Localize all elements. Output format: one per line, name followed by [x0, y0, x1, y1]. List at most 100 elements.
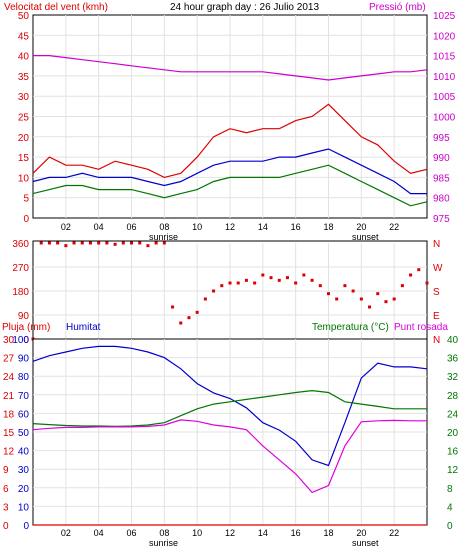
humidity-tick-label: 20	[18, 484, 30, 495]
direction-point	[351, 289, 355, 293]
rain-tick-label: 27	[3, 354, 15, 365]
rain-tick-label: 3	[3, 502, 9, 513]
direction-point	[417, 268, 421, 272]
hour-tick-label: 02	[61, 528, 71, 538]
direction-point	[261, 273, 265, 277]
compass-tick-label: N	[433, 335, 440, 346]
pressure-tick-label: 980	[433, 194, 450, 205]
direction-point	[220, 284, 224, 288]
hour-tick-label: 14	[258, 222, 268, 232]
rain-axis-label: Pluja (mm)	[2, 322, 50, 333]
direction-point	[368, 305, 372, 309]
direction-point	[425, 281, 429, 285]
direction-point	[384, 300, 388, 304]
hour-tick-label: 20	[356, 222, 366, 232]
direction-tick-label: 360	[12, 239, 29, 250]
direction-point	[376, 292, 380, 296]
direction-point	[80, 241, 84, 245]
hour-tick-label: 16	[291, 222, 301, 232]
rain-tick-label: 15	[3, 428, 15, 439]
direction-point	[113, 242, 117, 246]
temperature-tick-label: 0	[447, 521, 453, 532]
series-line-0	[32, 103, 428, 179]
wind-tick-label: 40	[18, 52, 30, 63]
humidity-axis-label: Humitat	[66, 322, 101, 333]
temperature-tick-label: 40	[447, 335, 459, 346]
hour-tick-label: 10	[192, 222, 202, 232]
direction-point	[236, 281, 240, 285]
direction-point	[64, 244, 68, 248]
hour-tick-label: 06	[126, 222, 136, 232]
wind-tick-label: 0	[23, 214, 29, 225]
direction-point	[88, 241, 92, 245]
direction-point	[146, 244, 150, 248]
direction-point	[228, 281, 232, 285]
temperature-tick-label: 16	[447, 447, 459, 458]
direction-point	[171, 305, 175, 309]
direction-point	[359, 297, 363, 301]
direction-point	[343, 284, 347, 288]
humidity-tick-label: 70	[18, 391, 30, 402]
wind-tick-label: 10	[18, 173, 30, 184]
rain-tick-label: 6	[3, 484, 9, 495]
sunset-label-1: sunset	[352, 232, 379, 242]
direction-tick-label: 90	[18, 311, 30, 322]
direction-tick-label: 270	[12, 263, 29, 274]
series-line-1	[32, 389, 427, 428]
direction-point	[154, 241, 158, 245]
wind-axis-label: Velocitat del vent (kmh)	[4, 2, 108, 13]
humidity-tick-label: 100	[12, 335, 29, 346]
rain-tick-label: 18	[3, 409, 15, 420]
rain-tick-label: 0	[3, 521, 9, 532]
series-line-3	[32, 164, 428, 207]
direction-point	[121, 241, 125, 245]
pressure-axis-label: Pressió (mb)	[369, 2, 426, 13]
series-line-1	[33, 54, 428, 81]
hour-tick-label: 14	[258, 528, 268, 538]
humidity-tick-label: 40	[18, 447, 30, 458]
humidity-tick-label: 90	[18, 354, 30, 365]
direction-point	[39, 241, 43, 245]
pressure-tick-label: 1015	[433, 52, 456, 63]
direction-point	[130, 241, 133, 245]
wind-tick-label: 35	[18, 72, 30, 83]
wind-tick-label: 5	[23, 194, 29, 205]
direction-point	[285, 276, 289, 280]
direction-point	[318, 284, 322, 288]
pressure-tick-label: 1005	[433, 92, 456, 103]
pressure-tick-label: 1020	[433, 31, 456, 42]
humidity-tick-label: 0	[23, 521, 29, 532]
direction-point	[47, 241, 51, 245]
direction-point	[212, 289, 216, 293]
series-line-2	[32, 148, 427, 195]
direction-point	[392, 297, 396, 301]
hour-tick-label: 08	[159, 222, 169, 232]
direction-point	[409, 273, 413, 277]
compass-tick-label: S	[433, 287, 440, 298]
sunrise-label-2: sunrise	[149, 538, 178, 548]
direction-point	[105, 241, 109, 245]
direction-point	[400, 284, 404, 288]
sunrise-label-1: sunrise	[149, 232, 178, 242]
direction-point	[277, 278, 281, 282]
rain-tick-label: 21	[3, 391, 15, 402]
humidity-tick-label: 30	[18, 465, 30, 476]
hour-tick-label: 18	[323, 528, 333, 538]
pressure-tick-label: 995	[433, 133, 450, 144]
temperature-tick-label: 4	[447, 502, 453, 513]
wind-tick-label: 30	[18, 92, 30, 103]
hour-tick-label: 06	[126, 528, 136, 538]
direction-tick-label: 180	[12, 287, 29, 298]
hour-tick-label: 10	[192, 528, 202, 538]
temperature-tick-label: 36	[447, 354, 459, 365]
temperature-tick-label: 20	[447, 428, 459, 439]
temperature-tick-label: 28	[447, 391, 459, 402]
hour-tick-label: 12	[225, 222, 235, 232]
direction-point	[162, 241, 166, 245]
direction-point	[253, 281, 257, 285]
pressure-tick-label: 1025	[433, 11, 456, 22]
direction-point	[310, 278, 314, 282]
wind-tick-label: 15	[18, 153, 30, 164]
